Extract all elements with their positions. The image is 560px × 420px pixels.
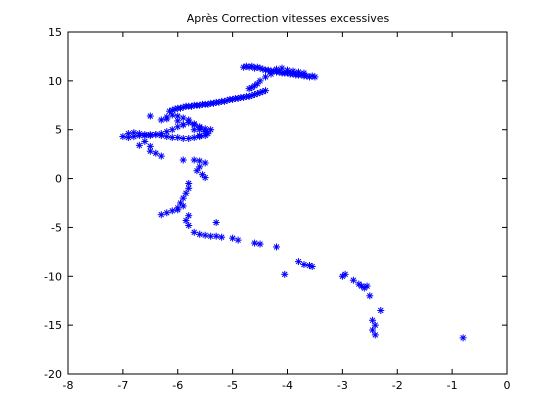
data-point xyxy=(152,131,159,138)
data-point xyxy=(185,135,192,142)
y-axis: -20 -15 -10 -5 0 5 10 15 xyxy=(44,26,507,381)
data-point xyxy=(213,219,220,226)
data-point xyxy=(257,241,264,248)
data-point xyxy=(262,73,269,80)
data-point xyxy=(460,334,467,341)
x-tick-label: -7 xyxy=(117,379,128,392)
data-point xyxy=(196,231,203,238)
data-point xyxy=(180,202,187,209)
data-point xyxy=(202,232,209,239)
data-point xyxy=(136,142,143,149)
y-tick-label: -20 xyxy=(44,368,62,381)
data-point xyxy=(125,130,132,137)
chart-title: Après Correction vitesses excessives xyxy=(187,12,390,25)
data-point xyxy=(158,211,165,218)
data-point xyxy=(350,277,357,284)
data-point xyxy=(202,174,209,181)
data-point xyxy=(185,222,192,229)
x-tick-label: -3 xyxy=(337,379,348,392)
x-tick-label: -1 xyxy=(447,379,458,392)
data-point xyxy=(169,112,176,119)
data-point xyxy=(180,121,187,128)
data-point xyxy=(163,115,170,122)
data-point xyxy=(163,133,170,140)
y-tick-label: 5 xyxy=(55,124,62,137)
data-point xyxy=(235,237,242,244)
y-tick-label: 15 xyxy=(48,26,62,39)
data-point xyxy=(213,233,220,240)
data-point xyxy=(284,67,291,74)
data-point xyxy=(147,113,154,120)
data-point xyxy=(364,283,371,290)
data-point xyxy=(281,271,288,278)
data-point xyxy=(141,138,148,145)
y-tick-label: 0 xyxy=(55,173,62,186)
x-tick-label: -8 xyxy=(63,379,74,392)
y-tick-label: -15 xyxy=(44,319,62,332)
plot-area xyxy=(68,32,507,374)
data-point xyxy=(174,206,181,213)
data-point xyxy=(180,157,187,164)
data-point xyxy=(147,148,154,155)
data-point xyxy=(273,243,280,250)
x-tick-label: -4 xyxy=(282,379,293,392)
data-point xyxy=(158,153,165,160)
data-point xyxy=(218,234,225,241)
data-point xyxy=(251,240,258,247)
data-point xyxy=(196,132,203,139)
y-tick-label: -5 xyxy=(51,221,62,234)
data-point xyxy=(246,85,253,92)
data-point xyxy=(311,73,318,80)
data-point xyxy=(366,292,373,299)
data-point xyxy=(130,129,137,136)
data-point xyxy=(377,307,384,314)
data-point xyxy=(191,126,198,133)
data-point xyxy=(191,157,198,164)
data-point xyxy=(141,131,148,138)
y-tick-label: -10 xyxy=(44,270,62,283)
data-points xyxy=(119,63,466,342)
y-tick-label: 10 xyxy=(48,75,62,88)
data-point xyxy=(136,130,143,137)
data-point xyxy=(193,167,200,174)
data-point xyxy=(202,159,209,166)
data-point xyxy=(174,134,181,141)
x-tick-label: -6 xyxy=(172,379,183,392)
x-axis: -8 -7 -6 -5 -4 -3 -2 -1 0 xyxy=(63,32,511,392)
data-point xyxy=(158,132,165,139)
x-tick-label: -2 xyxy=(392,379,403,392)
data-point xyxy=(174,117,181,124)
x-tick-label: 0 xyxy=(504,379,511,392)
data-point xyxy=(158,116,165,123)
x-tick-label: -5 xyxy=(227,379,238,392)
data-point xyxy=(147,132,154,139)
